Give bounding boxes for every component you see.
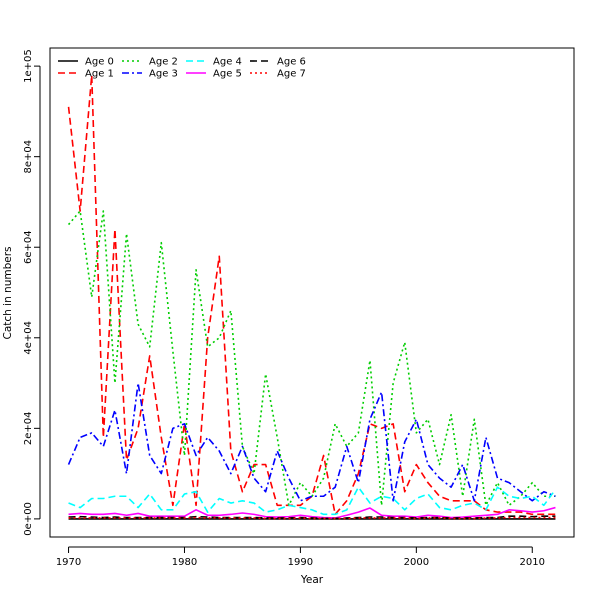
series-line-age-1 xyxy=(67,74,556,516)
y-axis: 0e+00 2e+04 4e+04 6e+04 8e+04 1e+05 xyxy=(23,49,41,536)
series-line-age-4 xyxy=(68,486,557,516)
y-tick-label: 0e+00 xyxy=(23,502,34,536)
x-axis-label: Year xyxy=(300,574,324,586)
x-tick-label: 1990 xyxy=(288,557,313,568)
legend-label: Age 3 xyxy=(149,69,178,80)
y-tick-label: 4e+04 xyxy=(23,321,34,355)
series-line-age-3 xyxy=(67,382,556,502)
legend-label: Age 1 xyxy=(85,69,114,80)
y-tick-label: 1e+05 xyxy=(23,49,34,83)
x-tick-label: 2000 xyxy=(404,557,429,568)
y-tick-label: 2e+04 xyxy=(23,412,34,446)
series-line-age-2 xyxy=(67,210,556,507)
legend-label: Age 0 xyxy=(85,57,114,68)
legend-label: Age 2 xyxy=(149,57,178,68)
y-tick-label: 8e+04 xyxy=(23,140,34,174)
x-tick-label: 1970 xyxy=(56,557,81,568)
legend-label: Age 7 xyxy=(277,69,306,80)
series-line-age-5 xyxy=(68,506,556,519)
plot-lines xyxy=(67,74,557,520)
series-line-age-7 xyxy=(68,516,556,520)
x-tick-label: 2010 xyxy=(520,557,545,568)
y-tick-label: 6e+04 xyxy=(23,230,34,264)
legend-label: Age 5 xyxy=(213,69,242,80)
x-tick-label: 1980 xyxy=(172,557,197,568)
y-axis-label: Catch in numbers xyxy=(2,246,14,339)
legend-label: Age 6 xyxy=(277,57,306,68)
plot-frame xyxy=(49,47,575,538)
x-axis: 1970 1980 1990 2000 2010 xyxy=(56,546,545,568)
legend-label: Age 4 xyxy=(213,57,242,68)
